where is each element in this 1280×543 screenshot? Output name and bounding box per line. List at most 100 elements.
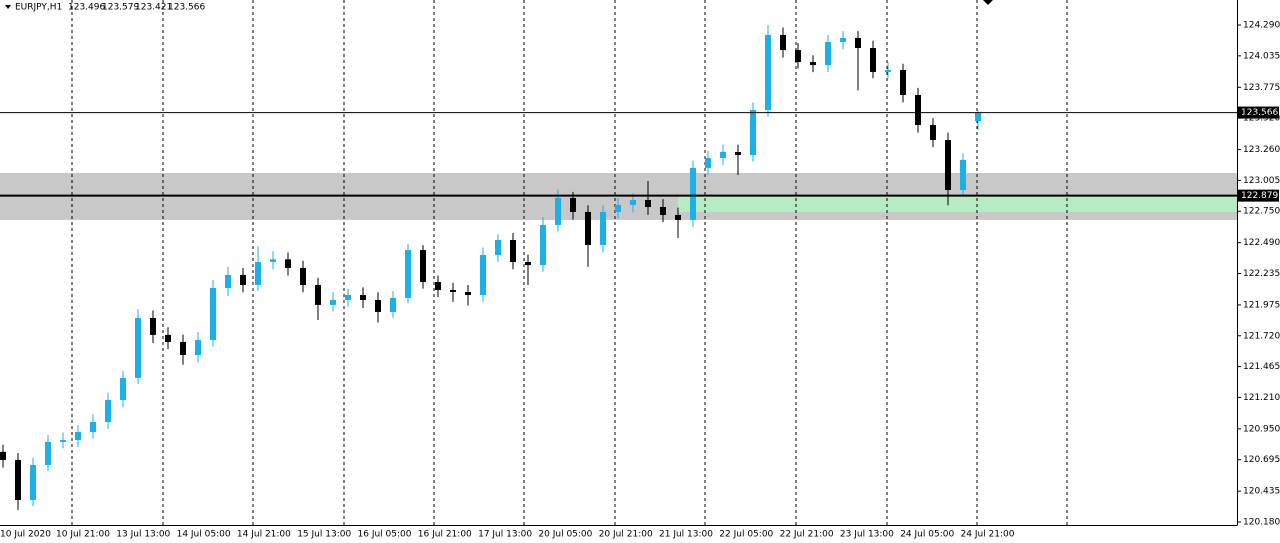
candle-body bbox=[570, 197, 576, 212]
y-tick-label: 122.750 bbox=[1243, 207, 1280, 217]
candle-body bbox=[690, 167, 696, 220]
candle-body bbox=[675, 214, 681, 220]
price-label: 123.566 bbox=[1241, 108, 1278, 118]
candle-body bbox=[480, 255, 486, 296]
candle-body bbox=[465, 292, 471, 296]
price-label-box bbox=[1238, 106, 1279, 119]
x-tick-label: 24 Jul 21:00 bbox=[961, 530, 1015, 540]
candle-body bbox=[945, 140, 951, 190]
x-tick-label: 13 Jul 13:00 bbox=[116, 530, 170, 540]
candle-body bbox=[660, 207, 666, 215]
candle-body bbox=[525, 262, 531, 266]
candle-body bbox=[225, 274, 231, 289]
candle-body bbox=[150, 317, 156, 335]
candle-body bbox=[855, 37, 861, 49]
x-tick-label: 21 Jul 13:00 bbox=[659, 530, 713, 540]
candle-body bbox=[810, 62, 816, 66]
y-tick-label: 120.695 bbox=[1243, 455, 1280, 465]
candle-body bbox=[15, 459, 21, 500]
x-tick-label: 10 Jul 2020 bbox=[0, 530, 51, 540]
candle-body bbox=[765, 34, 771, 111]
y-tick-label: 123.775 bbox=[1243, 83, 1280, 93]
y-tick-label: 124.290 bbox=[1243, 21, 1280, 31]
x-tick-label: 23 Jul 13:00 bbox=[840, 530, 894, 540]
candle-body bbox=[630, 199, 636, 205]
candle-body bbox=[750, 110, 756, 156]
candle-body bbox=[300, 267, 306, 285]
x-tick-label: 14 Jul 21:00 bbox=[237, 530, 291, 540]
candle-body bbox=[450, 289, 456, 293]
candle-body bbox=[240, 274, 246, 285]
candle-body bbox=[600, 211, 606, 245]
y-tick-label: 123.005 bbox=[1243, 176, 1280, 186]
candle-body bbox=[270, 259, 276, 263]
candle-body bbox=[615, 204, 621, 212]
candle-body bbox=[180, 341, 186, 355]
candle-body bbox=[840, 37, 846, 42]
candle-body bbox=[60, 439, 66, 442]
candle-body bbox=[735, 151, 741, 156]
candle-body bbox=[645, 199, 651, 208]
x-tick-label: 22 Jul 21:00 bbox=[780, 530, 834, 540]
y-tick-label: 124.035 bbox=[1243, 51, 1280, 61]
candle-body bbox=[165, 334, 171, 342]
price-label-box bbox=[1238, 189, 1279, 202]
candle-body bbox=[420, 250, 426, 282]
header-close: 123.566 bbox=[168, 3, 205, 13]
candle-body bbox=[30, 465, 36, 500]
x-tick-label: 16 Jul 21:00 bbox=[418, 530, 472, 540]
candle-body bbox=[390, 297, 396, 312]
candle-body bbox=[195, 340, 201, 355]
candles bbox=[0, 25, 981, 510]
header-high: 123.579 bbox=[102, 3, 139, 13]
candle-body bbox=[315, 284, 321, 305]
candle-body bbox=[120, 377, 126, 400]
candle-body bbox=[975, 112, 981, 122]
candle-body bbox=[210, 288, 216, 341]
grid bbox=[71, 0, 1068, 525]
price-label: 122.879 bbox=[1241, 191, 1278, 201]
y-tick-label: 121.465 bbox=[1243, 362, 1280, 372]
y-tick-label: 121.720 bbox=[1243, 331, 1280, 341]
y-tick-label: 121.975 bbox=[1243, 300, 1280, 310]
y-tick-label: 123.260 bbox=[1243, 145, 1280, 155]
candle-body bbox=[885, 70, 891, 72]
candle-body bbox=[960, 159, 966, 190]
y-tick-label: 122.490 bbox=[1243, 238, 1280, 248]
y-tick-label: 120.180 bbox=[1243, 517, 1280, 527]
candle-body bbox=[330, 299, 336, 305]
candle-body bbox=[555, 197, 561, 226]
candle-body bbox=[255, 262, 261, 285]
candle-body bbox=[435, 281, 441, 290]
candle-body bbox=[75, 432, 81, 440]
x-tick-label: 24 Jul 05:00 bbox=[900, 530, 954, 540]
candle-body bbox=[0, 451, 6, 460]
candle-body bbox=[45, 441, 51, 466]
x-tick-label: 20 Jul 21:00 bbox=[599, 530, 653, 540]
header-low: 123.421 bbox=[135, 3, 172, 13]
candle-body bbox=[720, 151, 726, 159]
x-tick-label: 14 Jul 05:00 bbox=[177, 530, 231, 540]
candle-body bbox=[285, 259, 291, 268]
x-tick-label: 17 Jul 13:00 bbox=[478, 530, 532, 540]
candle-body bbox=[795, 50, 801, 63]
header-open: 123.496 bbox=[68, 3, 105, 13]
candle-body bbox=[780, 34, 786, 51]
menu-arrow bbox=[5, 5, 11, 9]
candle-body bbox=[930, 125, 936, 141]
x-tick-label: 10 Jul 21:00 bbox=[56, 530, 110, 540]
candle-body bbox=[495, 240, 501, 256]
y-tick-label: 120.435 bbox=[1243, 487, 1280, 497]
candle-body bbox=[540, 225, 546, 266]
candle-body bbox=[705, 158, 711, 168]
y-tick-label: 121.210 bbox=[1243, 393, 1280, 403]
price-lines: 123.566 122.879 bbox=[0, 106, 1279, 202]
candle-body bbox=[405, 250, 411, 298]
x-tick-label: 16 Jul 05:00 bbox=[358, 530, 412, 540]
candle-body bbox=[345, 295, 351, 300]
zone bbox=[678, 195, 1237, 212]
candle-body bbox=[585, 211, 591, 245]
x-tick-label: 22 Jul 05:00 bbox=[719, 530, 773, 540]
y-tick-label: 120.950 bbox=[1243, 424, 1280, 434]
